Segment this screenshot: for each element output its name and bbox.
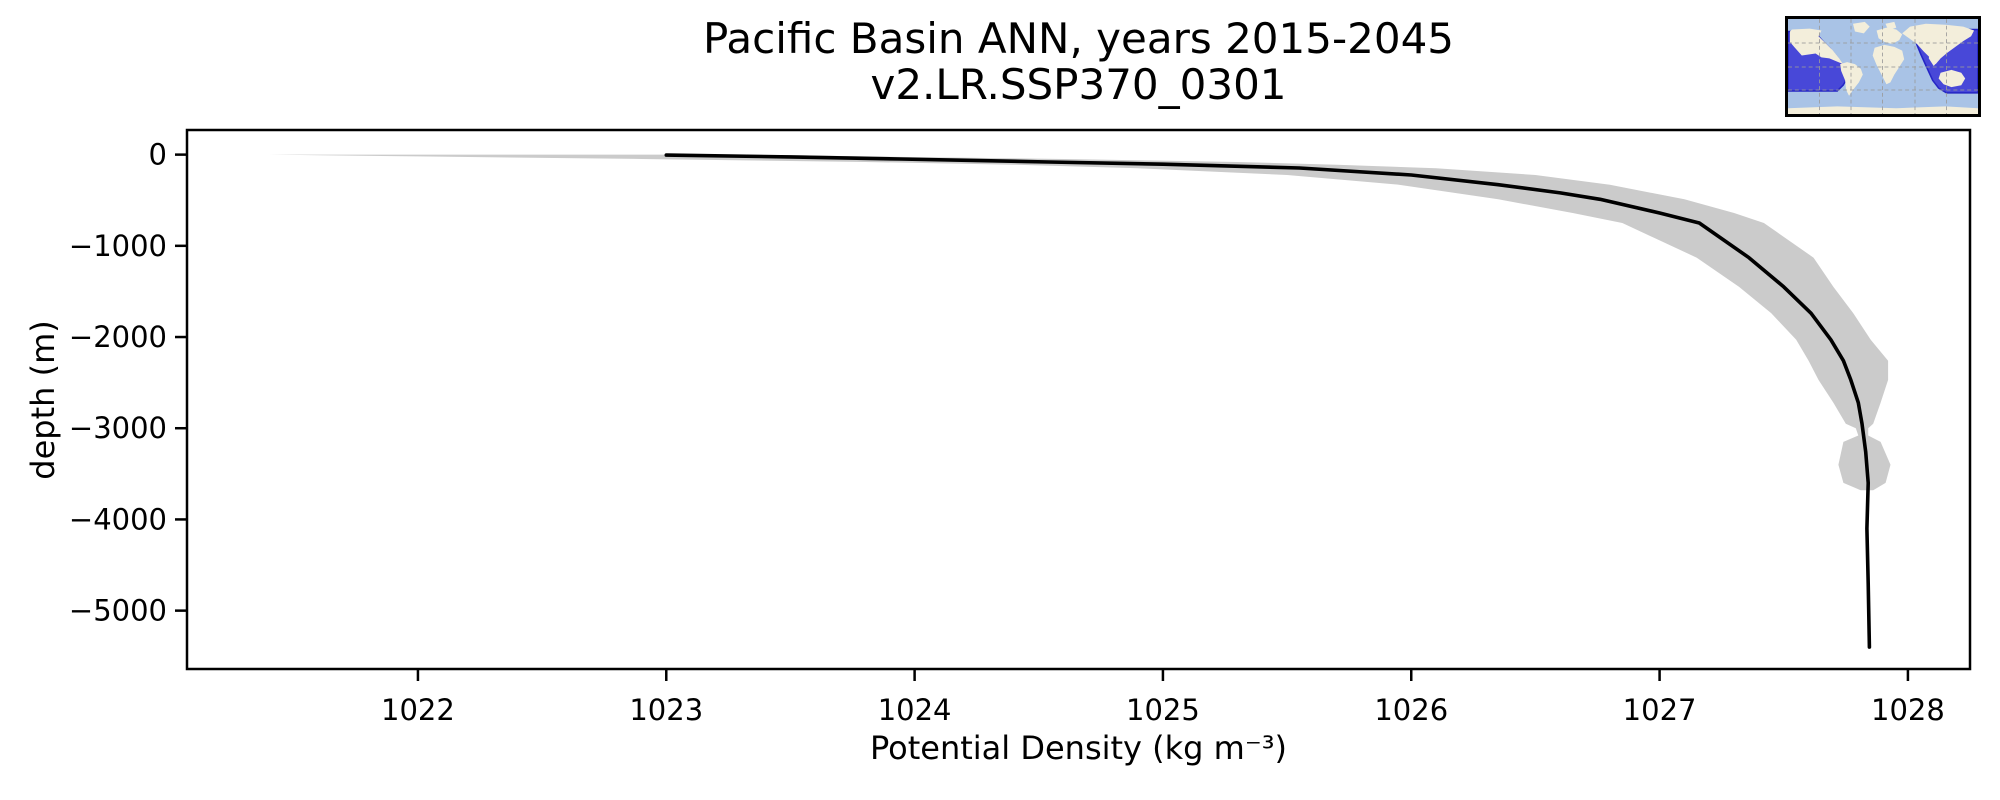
x-tick-label: 1028	[1871, 693, 1945, 727]
land-greenland	[1852, 21, 1870, 34]
y-tick-label: −2000	[69, 320, 167, 354]
y-axis-label: depth (m)	[24, 320, 62, 480]
land-asia	[1902, 23, 1975, 65]
land-australia	[1938, 69, 1966, 88]
chart-title: Pacific Basin ANN, years 2015-2045	[702, 14, 1455, 63]
y-tick-label: −1000	[69, 229, 167, 263]
x-axis-label: Potential Density (kg m⁻³)	[869, 729, 1288, 767]
x-tick-label: 1024	[878, 693, 952, 727]
mean-profile-line	[664, 153, 1872, 649]
y-tick-label: −3000	[69, 411, 167, 445]
world-map-svg	[1787, 19, 1979, 114]
x-tick-label: 1026	[1374, 693, 1448, 727]
axes-spines	[185, 128, 1972, 671]
land-scandinavia	[1885, 21, 1897, 31]
land-north-america	[1789, 28, 1844, 65]
x-tick-label: 1027	[1623, 693, 1697, 727]
y-tick-label: 0	[149, 138, 167, 172]
inset-world-map	[1785, 16, 1981, 117]
y-tick-label: −5000	[69, 594, 167, 628]
x-tick-label: 1023	[629, 693, 703, 727]
x-tick-label: 1025	[1126, 693, 1200, 727]
x-axis-ticks: 1022 1023 1024 1025 1026 1027 1028	[381, 669, 1945, 727]
x-tick-label: 1022	[381, 693, 455, 727]
land-india	[1928, 50, 1940, 67]
y-tick-label: −4000	[69, 502, 167, 536]
land-africa	[1872, 44, 1905, 85]
map-gridlines	[1788, 19, 1978, 114]
chart-subtitle: v2.LR.SSP370_0301	[870, 60, 1287, 109]
uncertainty-band	[268, 154, 1891, 491]
land-europe	[1876, 27, 1903, 44]
y-axis-ticks: 0 −1000 −2000 −3000 −4000 −5000	[69, 138, 187, 628]
land-south-america	[1840, 62, 1863, 96]
land-antarctica	[1788, 106, 1978, 114]
